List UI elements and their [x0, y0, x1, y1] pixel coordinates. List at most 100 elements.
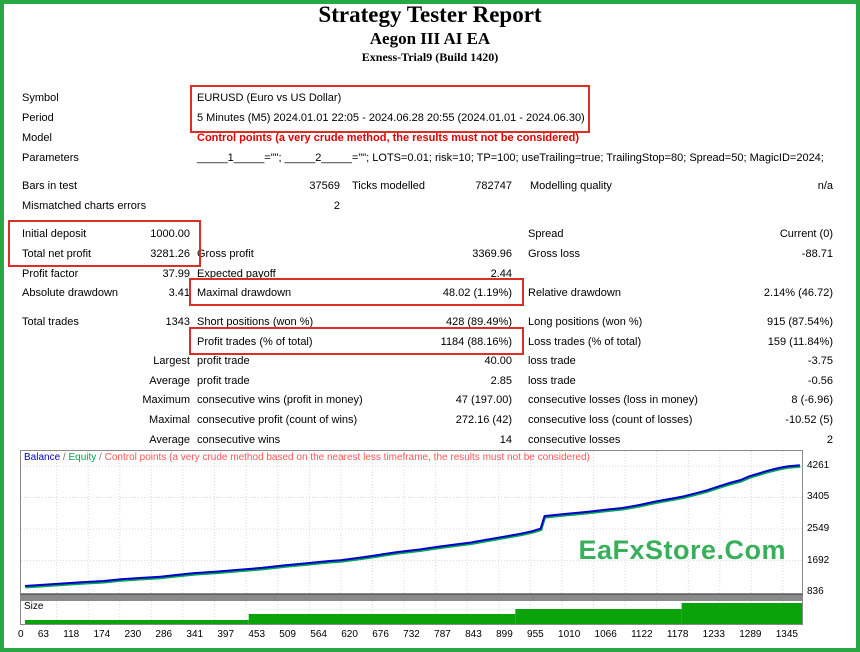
report-row: Symbol EURUSD (Euro vs US Dollar) — [0, 88, 860, 108]
profit-factor-value: 37.99 — [162, 268, 190, 280]
total-trades-label: Total trades — [22, 316, 79, 328]
profit-trades-value: 1184 (88.16%) — [440, 336, 512, 348]
consecutive-profit-value: 272.16 (42) — [455, 414, 512, 426]
x-axis-tick-label: 1010 — [558, 629, 581, 640]
y-axis-tick-label: 3405 — [807, 491, 830, 502]
lot-size-bars — [21, 601, 802, 629]
maximal-qualifier: Maximal — [149, 414, 190, 426]
server-build: Exness-Trial9 (Build 1420) — [361, 50, 499, 64]
x-axis-tick-label: 1233 — [702, 629, 725, 640]
initial-deposit-value: 1000.00 — [150, 228, 190, 240]
maximum-qualifier: Maximum — [142, 394, 190, 406]
avg-consecutive-losses-value: 2 — [826, 434, 833, 446]
x-axis-tick-label: 230 — [124, 629, 142, 640]
report-row: Total trades 1343 Short positions (won %)… — [0, 312, 860, 332]
modelling-quality-value: n/a — [817, 180, 833, 192]
maximal-drawdown-value: 48.02 (1.19%) — [442, 287, 512, 299]
x-axis-tick-label: 1122 — [631, 629, 653, 640]
symbol-value: EURUSD (Euro vs US Dollar) — [197, 92, 342, 104]
size-pane-label: Size — [24, 601, 44, 612]
report-row: Model Control points (a very crude metho… — [0, 128, 860, 148]
report-row: Average consecutive wins 14 consecutive l… — [0, 430, 860, 450]
x-axis-tick-label: 1345 — [775, 629, 798, 640]
mismatched-errors-value: 2 — [333, 200, 340, 212]
x-axis-tick-label: 286 — [155, 629, 173, 640]
absolute-drawdown-value: 3.41 — [168, 287, 190, 299]
report-row: Period 5 Minutes (M5) 2024.01.01 22:05 -… — [0, 108, 860, 128]
profit-trades-label: Profit trades (% of total) — [197, 336, 313, 348]
y-axis-labels: 4261 3405 2549 1692 836 — [807, 450, 852, 600]
loss-trades-value: 159 (11.84%) — [767, 336, 833, 348]
parameters-label: Parameters — [22, 152, 79, 164]
expected-payoff-value: 2.44 — [490, 268, 512, 280]
x-axis-tick-label: 620 — [341, 629, 358, 640]
report-row: Bars in test 37569 Ticks modelled 782747 M… — [0, 176, 860, 196]
consecutive-profit-label: consecutive profit (count of wins) — [197, 414, 358, 426]
report-row: Absolute drawdown 3.41 Maximal drawdown 48… — [0, 283, 860, 303]
report-row: Parameters _____1_____=""; _____2_____="… — [0, 148, 860, 168]
model-value: Control points (a very crude method, the… — [197, 132, 579, 144]
size-pane-svg — [25, 601, 802, 624]
bars-in-test-value: 37569 — [309, 180, 340, 192]
parameters-value: _____1_____=""; _____2_____=""; LOTS=0.0… — [197, 152, 824, 164]
maximal-drawdown-label: Maximal drawdown — [197, 287, 292, 299]
x-axis-tick-label: 341 — [186, 629, 204, 640]
x-axis-tick-label: 174 — [93, 629, 111, 640]
y-axis-tick-label: 1692 — [807, 555, 830, 566]
x-axis-tick-label: 843 — [465, 629, 482, 640]
consecutive-loss-label: consecutive loss (count of losses) — [528, 414, 693, 426]
x-axis-tick-label: 732 — [403, 629, 420, 640]
report-row: Maximum consecutive wins (profit in mone… — [0, 390, 860, 410]
y-axis-tick-label: 4261 — [807, 460, 830, 471]
total-net-profit-value: 3281.26 — [150, 248, 190, 260]
total-trades-value: 1343 — [165, 316, 190, 328]
lot-size-pane: Size — [20, 600, 803, 625]
legend-model-note: Control points (a very crude method base… — [104, 452, 590, 463]
spread-value: Current (0) — [779, 228, 833, 240]
ticks-modelled-value: 782747 — [475, 180, 512, 192]
legend-equity: Equity — [68, 452, 97, 463]
ea-name: Aegon III AI EA — [369, 29, 491, 48]
x-axis-tick-label: 509 — [279, 629, 296, 640]
balance-curve — [21, 451, 802, 598]
initial-deposit-label: Initial deposit — [22, 228, 87, 240]
short-positions-value: 428 (89.49%) — [445, 316, 512, 328]
consecutive-wins-label: consecutive wins (profit in money) — [197, 394, 363, 406]
spread-label: Spread — [528, 228, 564, 240]
long-positions-label: Long positions (won %) — [528, 316, 643, 328]
loss-trades-label: Loss trades (% of total) — [528, 336, 642, 348]
x-axis-tick-label: 0 — [18, 629, 24, 640]
x-axis-tick-label: 1289 — [739, 629, 762, 640]
largest-profit-trade-value: 40.00 — [484, 355, 512, 367]
gross-profit-label: Gross profit — [197, 248, 254, 260]
gross-loss-value: -88.71 — [801, 248, 833, 260]
report-row: Maximal consecutive profit (count of win… — [0, 410, 860, 430]
average-loss-trade-label: loss trade — [528, 375, 576, 387]
x-axis-tick-label: 118 — [63, 629, 80, 640]
legend-balance: Balance — [24, 452, 61, 463]
relative-drawdown-value: 2.14% (46.72) — [763, 287, 833, 299]
report-row: Largest profit trade 40.00 loss trade -3.7… — [0, 351, 860, 371]
period-value: 5 Minutes (M5) 2024.01.01 22:05 - 2024.0… — [197, 112, 585, 124]
y-axis-tick-label: 2549 — [807, 523, 830, 534]
relative-drawdown-label: Relative drawdown — [528, 287, 621, 299]
symbol-label: Symbol — [22, 92, 59, 104]
model-label: Model — [22, 132, 52, 144]
x-axis-tick-label: 63 — [37, 629, 49, 640]
consecutive-wins-value: 47 (197.00) — [455, 394, 512, 406]
gross-profit-value: 3369.96 — [472, 248, 512, 260]
short-positions-label: Short positions (won %) — [197, 316, 314, 328]
x-axis-tick-label: 899 — [496, 629, 513, 640]
page-title: Strategy Tester Report — [318, 2, 542, 27]
report-row: Profit factor 37.99 Expected payoff 2.44 — [0, 264, 860, 284]
consecutive-losses-label: consecutive losses (loss in money) — [528, 394, 698, 406]
chart-pane-divider — [20, 594, 803, 600]
x-axis-labels: 0 63 118 174 230 286 341 397 453 509 564 620 676 732 7… — [18, 629, 798, 640]
absolute-drawdown-label: Absolute drawdown — [22, 287, 119, 299]
x-axis-tick-label: 787 — [434, 629, 451, 640]
consecutive-losses-value: 8 (-6.96) — [791, 394, 833, 406]
average-profit-trade-label: profit trade — [197, 375, 250, 387]
bars-in-test-label: Bars in test — [22, 180, 78, 192]
x-axis-tick-label: 1066 — [594, 629, 617, 640]
